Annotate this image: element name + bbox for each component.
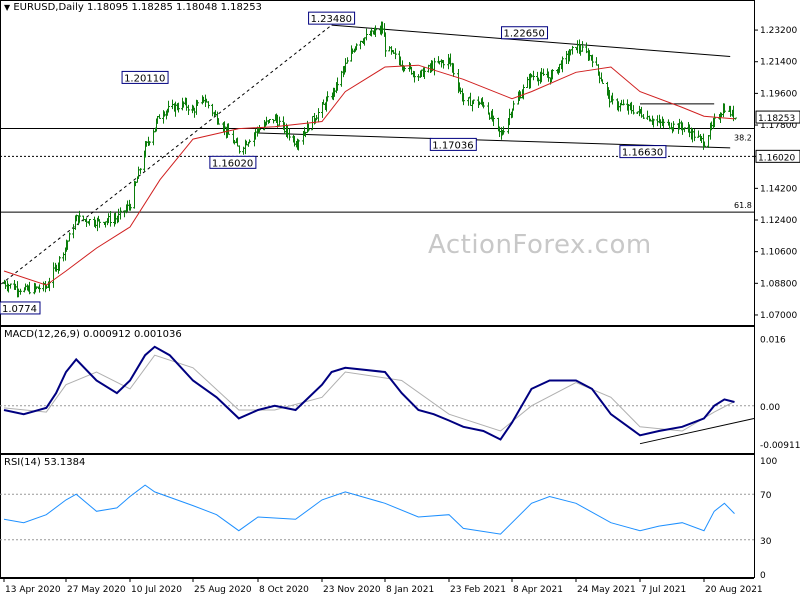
- macd-y-tick-label: 0.016: [760, 335, 786, 345]
- price-annotation-label: 1.23480: [311, 14, 352, 25]
- x-tick-label: 25 Aug 2020: [194, 585, 252, 595]
- trendline: [0, 24, 332, 286]
- price-annotation-label: 1.22650: [504, 29, 545, 40]
- price-annotation-box: [501, 26, 549, 40]
- symbol-label: EURUSD,Daily: [13, 2, 84, 13]
- current-price-box: [755, 110, 800, 124]
- current-price-label: 1.18253: [758, 114, 795, 124]
- x-tick-label: 23 Feb 2021: [450, 585, 506, 595]
- price-annotation-label: 1.17036: [432, 140, 473, 151]
- price-annotation-box: [209, 155, 257, 169]
- macd-y-tick-label: -0.009116: [760, 441, 800, 451]
- rsi-line: [3, 484, 735, 535]
- x-tick-label: 10 Jul 2020: [131, 585, 182, 595]
- price-annotation-box: [0, 301, 41, 315]
- x-tick-label: 23 Nov 2020: [323, 585, 381, 595]
- y-tick-label: 1.10600: [760, 248, 797, 258]
- y-tick-label: 1.23200: [760, 26, 797, 36]
- macd-zero-box: [756, 399, 786, 412]
- y-tick-label: 1.17800: [760, 121, 797, 131]
- macd-zero-label: 0.00: [760, 403, 780, 413]
- rsi-y-tick-label: 70: [760, 491, 772, 501]
- rsi-y-tick-label: 100: [760, 457, 777, 467]
- level-price-box: [755, 149, 800, 163]
- macd-pane-frame: [0, 326, 755, 454]
- watermark: ActionForex.com: [428, 230, 652, 260]
- macd-trendline: [639, 418, 755, 445]
- price-annotation-box: [121, 70, 169, 84]
- signal-line: [3, 354, 735, 432]
- price-annotation-label: 1.16020: [212, 158, 253, 169]
- fib-level-label: 61.8: [734, 201, 752, 210]
- x-tick-label: 24 May 2021: [577, 585, 636, 595]
- y-tick-label: 1.21400: [760, 58, 797, 68]
- price-annotation-label: 1.20110: [124, 73, 165, 84]
- rsi-y-tick-label: 30: [760, 537, 772, 547]
- x-tick-label: 27 May 2020: [67, 585, 126, 595]
- y-tick-label: 1.08800: [760, 279, 797, 289]
- price-annotation-label: 1.0774: [2, 304, 37, 315]
- x-tick-label: 13 Apr 2020: [5, 585, 61, 595]
- price-annotation-box: [429, 137, 477, 151]
- rsi-pane-frame: [0, 454, 755, 578]
- macd-line: [3, 345, 735, 441]
- level-price-label: 1.16020: [758, 153, 795, 163]
- y-tick-label: 1.14200: [760, 184, 797, 194]
- moving-average-line: [3, 64, 735, 286]
- fib-level-label: 38.2: [734, 134, 752, 143]
- x-tick-label: 8 Oct 2020: [259, 585, 309, 595]
- x-tick-label: 8 Apr 2021: [513, 585, 563, 595]
- x-tick-label: 20 Aug 2021: [705, 585, 763, 595]
- price-annotation-box: [308, 11, 356, 25]
- y-tick-label: 1.07000: [760, 311, 797, 321]
- ohlc-label: 1.18095 1.18285 1.18048 1.18253: [86, 2, 262, 13]
- main-pane-frame: [0, 0, 755, 326]
- y-tick-label: 1.12400: [760, 216, 797, 226]
- price-annotation-box: [619, 145, 667, 159]
- x-tick-label: 7 Jul 2021: [641, 585, 686, 595]
- rsi-y-tick-label: 0: [760, 571, 766, 581]
- trendline: [331, 24, 731, 57]
- macd-title: MACD(12,26,9) 0.000912 0.001036: [4, 329, 182, 340]
- rsi-title: RSI(14) 53.1384: [4, 457, 86, 468]
- chart-header: ▼ EURUSD,Daily 1.18095 1.18285 1.18048 1…: [4, 2, 262, 13]
- x-tick-label: 8 Jan 2021: [386, 585, 434, 595]
- y-tick-label: 1.19600: [760, 89, 797, 99]
- price-annotation-label: 1.16630: [622, 148, 663, 159]
